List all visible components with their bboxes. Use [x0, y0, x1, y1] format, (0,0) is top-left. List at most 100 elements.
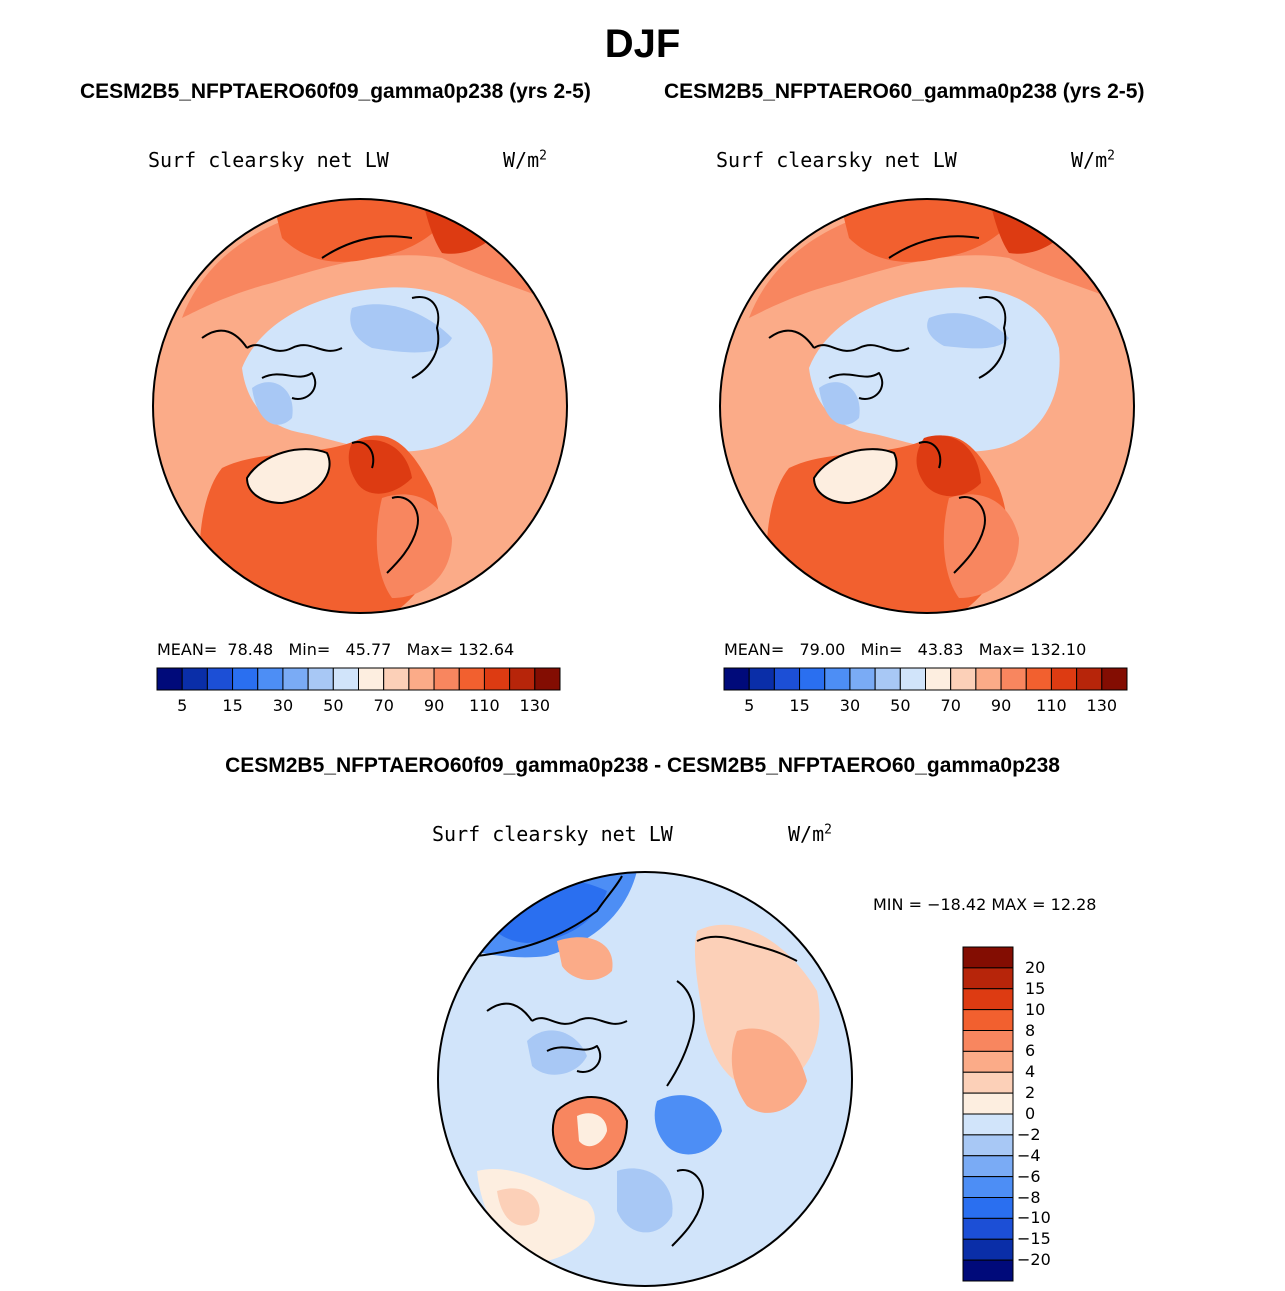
panel3-variable-label: Surf clearsky net LW [432, 822, 673, 846]
panel3-field-south-blue [617, 1168, 673, 1233]
colorbar-swatch [232, 667, 259, 691]
panel2-coastlines [768, 235, 1007, 574]
diff-title: CESM2B5_NFPTAERO60f09_gamma0p238 - CESM2… [225, 754, 1060, 777]
colorbar-swatch [962, 1155, 1014, 1178]
colorbar-swatch [962, 1113, 1014, 1136]
colorbar-swatch [458, 667, 485, 691]
colorbar-swatch [799, 667, 826, 691]
panel1-stats: MEAN= 78.48 Min= 45.77 Max= 132.64 [157, 640, 515, 659]
panel1-variable-label: Surf clearsky net LW [148, 148, 389, 172]
colorbar-swatch [962, 946, 1014, 969]
colorbar-tick-label: 6 [1025, 1041, 1036, 1061]
colorbar-swatch [962, 1134, 1014, 1157]
panel2-field-greenland [814, 449, 897, 503]
panel1-field-atlantic-core [348, 439, 412, 494]
colorbar-swatch [257, 667, 284, 691]
colorbar-swatch [824, 667, 851, 691]
colorbar-swatch [962, 988, 1014, 1011]
colorbar-swatch [358, 667, 385, 691]
colorbar-tick-label: 0 [1025, 1104, 1036, 1123]
panel1-field-greenland [247, 449, 330, 503]
colorbar-swatch [975, 667, 1002, 691]
colorbar-tick-label: 110 [469, 696, 500, 715]
panel2-polar-map [719, 198, 1135, 614]
panel1-field-europe [376, 494, 452, 598]
colorbar-tick-label: 2 [1025, 1083, 1036, 1103]
colorbar-swatch [383, 667, 410, 691]
panel3-coastlines [476, 875, 798, 1247]
colorbar-swatch [962, 1030, 1014, 1052]
panel2-units: W/m2 [1071, 148, 1115, 172]
colorbar-swatch [1000, 667, 1027, 691]
colorbar-swatch [962, 1197, 1014, 1219]
colorbar-swatch [1050, 667, 1078, 691]
colorbar-swatch [962, 1092, 1014, 1115]
panel2-field-pacific-core [839, 199, 1019, 262]
colorbar-swatch [1076, 667, 1103, 691]
panel2-field-arctic-blue1 [927, 313, 1009, 349]
colorbar-swatch [849, 667, 876, 691]
panel3-units: W/m2 [788, 822, 832, 846]
colorbar-swatch [950, 667, 977, 691]
colorbar-swatch [433, 667, 460, 691]
colorbar-tick-label: 130 [519, 696, 551, 715]
panel3-minmax: MIN = −18.42 MAX = 12.28 [873, 895, 1097, 914]
colorbar-swatch [1101, 667, 1128, 691]
panel2-variable-label: Surf clearsky net LW [716, 148, 957, 172]
colorbar-swatch [962, 967, 1014, 990]
colorbar-tick-label: 90 [990, 696, 1012, 715]
colorbar-swatch [748, 667, 775, 691]
colorbar-swatch [874, 667, 901, 691]
colorbar-swatch [962, 1238, 1014, 1261]
colorbar-tick-label: 5 [177, 696, 188, 715]
panel2-field-europe [943, 494, 1019, 598]
colorbar-tick-label: 30 [839, 696, 861, 715]
colorbar-tick-label: 8 [1025, 1020, 1036, 1040]
colorbar-tick-label: 30 [272, 696, 294, 715]
colorbar-tick-label: 4 [1025, 1062, 1036, 1082]
colorbar-tick-label: 90 [423, 696, 445, 715]
colorbar-tick-label: 110 [1036, 696, 1067, 715]
colorbar-tick-label: −10 [1017, 1208, 1051, 1228]
colorbar-tick-label: −20 [1017, 1250, 1051, 1270]
colorbar-tick-label: 10 [1025, 999, 1046, 1019]
colorbar-tick-label: −6 [1017, 1166, 1041, 1186]
colorbar-tick-label: −8 [1017, 1187, 1041, 1207]
colorbar-tick-label: 15 [789, 696, 810, 715]
colorbar-swatch [206, 667, 234, 691]
colorbar-tick-label: 70 [373, 696, 394, 715]
panel3-field-sw-red [497, 1188, 540, 1226]
colorbar-swatch [332, 667, 359, 691]
colorbar-swatch [962, 1259, 1014, 1282]
panel1-field-pacific-core [272, 199, 452, 262]
colorbar-swatch [962, 1050, 1014, 1073]
colorbar-swatch [307, 667, 334, 691]
colorbar-swatch [156, 667, 183, 691]
colorbar-swatch [925, 667, 952, 691]
colorbar-swatch [282, 667, 309, 691]
panel1-polar-map [152, 198, 568, 614]
panel3-field-scand-blue [654, 1095, 722, 1155]
colorbar-tick-label: −2 [1017, 1124, 1041, 1144]
colorbar-tick-label: −4 [1017, 1145, 1041, 1165]
panel1-field-arctic-blue1 [350, 304, 452, 353]
colorbar-swatch [408, 667, 435, 691]
colorbar-swatch [899, 667, 926, 691]
colorbar-swatch [962, 1176, 1014, 1198]
colorbar-tick-label: 5 [744, 696, 755, 715]
colorbar-tick-label: 15 [222, 696, 243, 715]
colorbar-tick-label: 15 [1025, 978, 1046, 998]
panel1-colorbar [156, 667, 561, 691]
panel1-coastlines [201, 235, 440, 574]
panel2-stats: MEAN= 79.00 Min= 43.83 Max= 132.10 [724, 640, 1087, 659]
colorbar-swatch [483, 667, 511, 691]
panel2-field-atlantic-core [916, 435, 981, 497]
colorbar-swatch [962, 1217, 1014, 1240]
colorbar-swatch [534, 667, 561, 691]
colorbar-swatch [962, 1071, 1014, 1094]
colorbar-tick-label: 130 [1086, 696, 1118, 715]
colorbar-swatch [1025, 667, 1052, 691]
panel1-field-arctic-blue2 [252, 382, 293, 425]
panel2-colorbar [723, 667, 1128, 691]
panel3-field-north-red [557, 937, 613, 981]
